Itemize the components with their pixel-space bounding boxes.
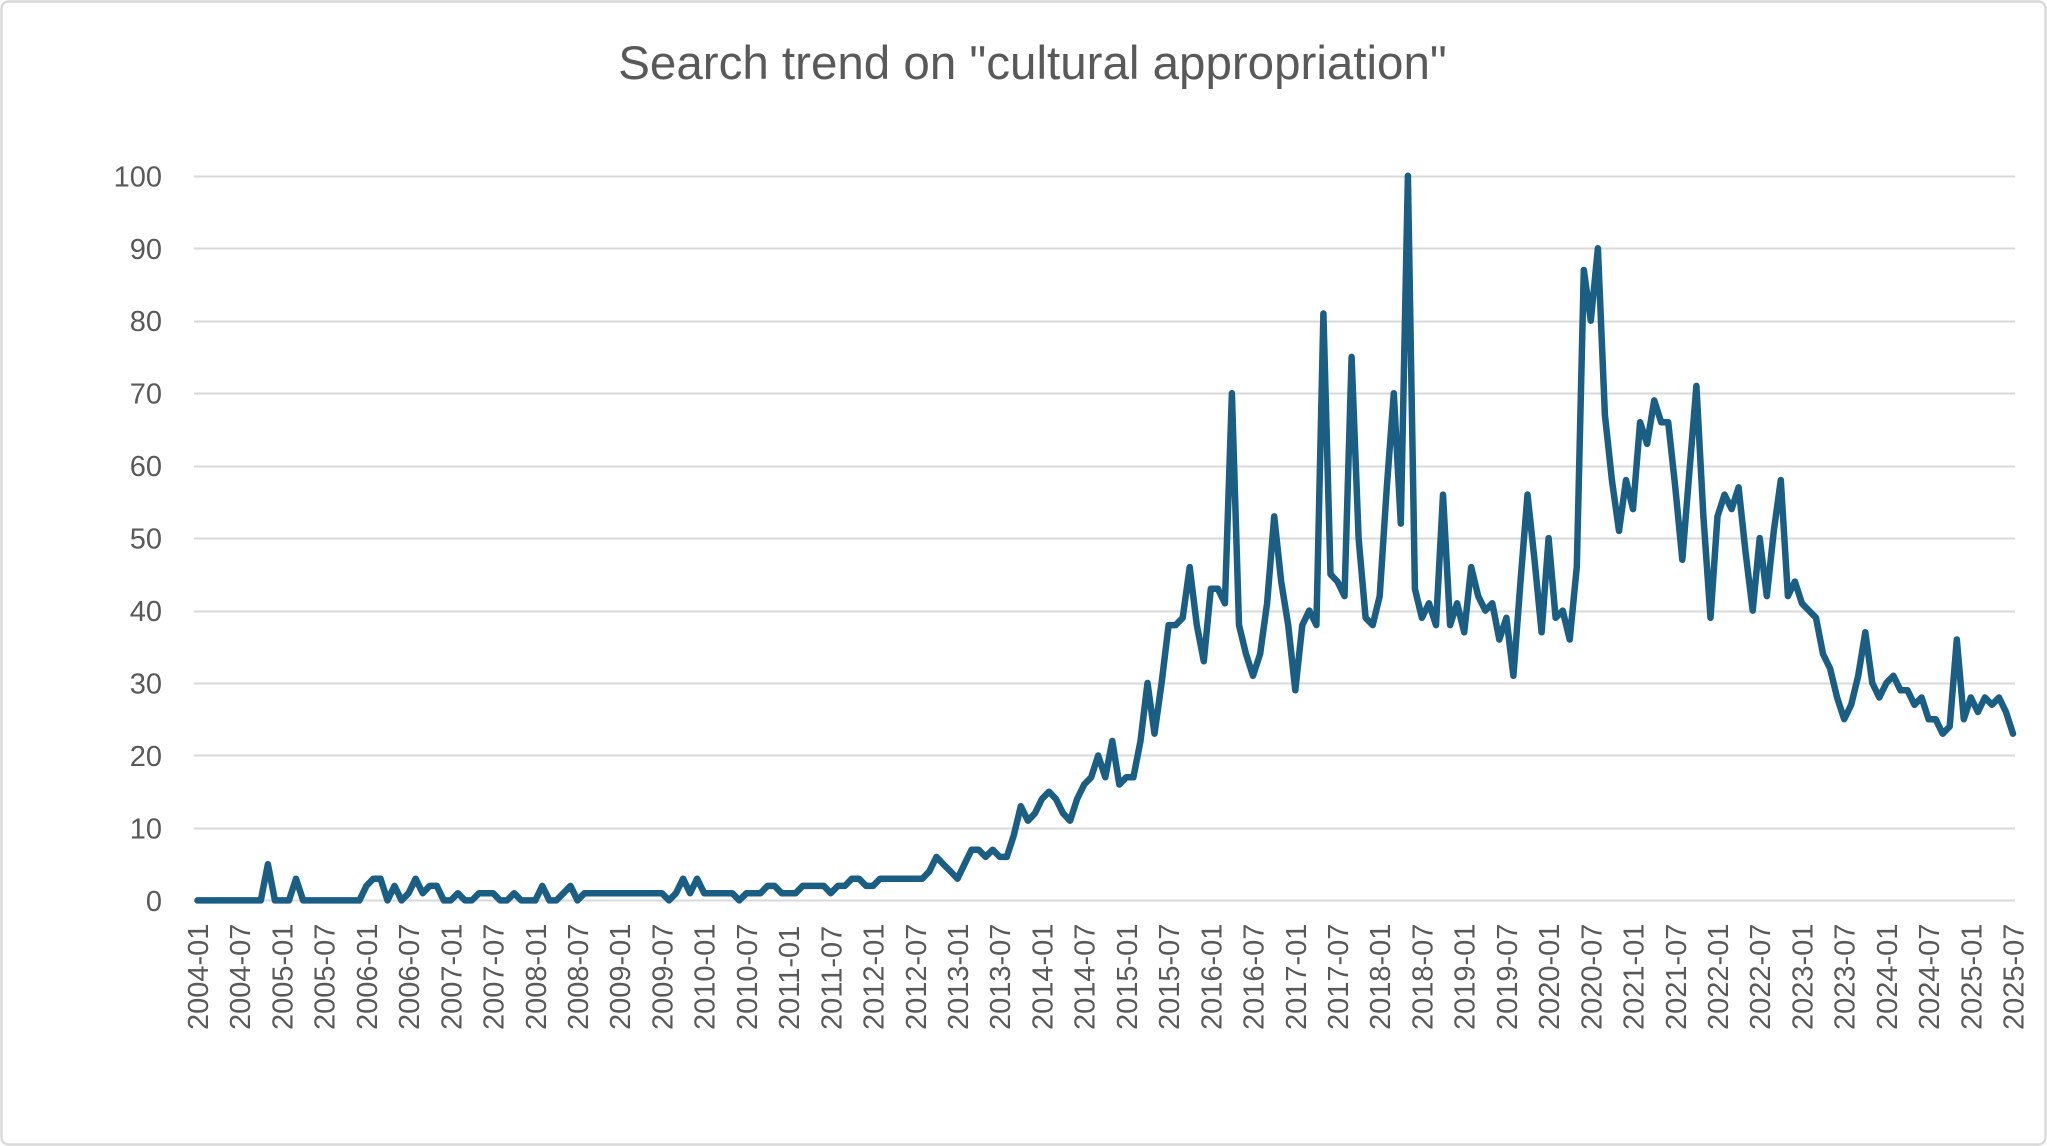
- svg-text:2012-01: 2012-01: [859, 924, 891, 1030]
- svg-text:2021-07: 2021-07: [1661, 924, 1693, 1030]
- svg-text:Search trend on "cultural appr: Search trend on "cultural appropriation": [618, 37, 1447, 90]
- svg-text:2013-01: 2013-01: [943, 924, 975, 1030]
- svg-text:50: 50: [130, 524, 162, 556]
- svg-text:70: 70: [130, 379, 162, 411]
- svg-text:2010-01: 2010-01: [690, 924, 722, 1030]
- svg-text:2020-07: 2020-07: [1576, 924, 1608, 1030]
- svg-text:2015-01: 2015-01: [1112, 924, 1144, 1030]
- svg-text:2024-07: 2024-07: [1914, 924, 1946, 1030]
- svg-text:60: 60: [130, 451, 162, 483]
- svg-text:30: 30: [130, 669, 162, 701]
- svg-text:2022-01: 2022-01: [1703, 924, 1735, 1030]
- svg-text:10: 10: [130, 813, 162, 845]
- svg-text:2015-07: 2015-07: [1154, 924, 1186, 1030]
- svg-text:2005-01: 2005-01: [267, 924, 299, 1030]
- svg-text:0: 0: [146, 886, 162, 918]
- svg-text:2022-07: 2022-07: [1745, 924, 1777, 1030]
- svg-text:2004-01: 2004-01: [183, 924, 215, 1030]
- svg-text:2014-07: 2014-07: [1070, 924, 1102, 1030]
- svg-text:2011-01: 2011-01: [774, 926, 806, 1030]
- svg-text:2023-07: 2023-07: [1830, 924, 1862, 1030]
- svg-text:90: 90: [130, 234, 162, 266]
- svg-text:2006-07: 2006-07: [394, 924, 426, 1030]
- svg-text:2025-01: 2025-01: [1956, 924, 1988, 1030]
- svg-text:2024-01: 2024-01: [1872, 924, 1904, 1030]
- svg-text:2019-01: 2019-01: [1450, 924, 1482, 1030]
- svg-text:2009-01: 2009-01: [605, 924, 637, 1030]
- svg-text:2025-07: 2025-07: [1999, 924, 2031, 1030]
- svg-text:2013-07: 2013-07: [985, 924, 1017, 1030]
- svg-text:2017-01: 2017-01: [1281, 924, 1313, 1030]
- svg-text:80: 80: [130, 306, 162, 338]
- svg-text:100: 100: [114, 161, 162, 193]
- svg-text:2011-07: 2011-07: [816, 926, 848, 1030]
- svg-text:2016-07: 2016-07: [1239, 924, 1271, 1030]
- svg-text:2004-07: 2004-07: [225, 924, 257, 1030]
- svg-text:2010-07: 2010-07: [732, 924, 764, 1030]
- svg-text:2007-01: 2007-01: [436, 924, 468, 1030]
- svg-text:2023-01: 2023-01: [1787, 924, 1819, 1030]
- svg-text:2017-07: 2017-07: [1323, 924, 1355, 1030]
- svg-text:2006-01: 2006-01: [352, 924, 384, 1030]
- svg-text:2012-07: 2012-07: [901, 924, 933, 1030]
- svg-text:40: 40: [130, 596, 162, 628]
- svg-text:2007-07: 2007-07: [479, 924, 511, 1030]
- svg-text:2008-01: 2008-01: [521, 924, 553, 1030]
- svg-text:2005-07: 2005-07: [310, 924, 342, 1030]
- svg-text:2018-01: 2018-01: [1365, 924, 1397, 1030]
- svg-text:2020-01: 2020-01: [1534, 924, 1566, 1030]
- svg-text:20: 20: [130, 741, 162, 773]
- svg-text:2014-01: 2014-01: [1027, 924, 1059, 1030]
- svg-text:2019-07: 2019-07: [1492, 924, 1524, 1030]
- svg-text:2009-07: 2009-07: [647, 924, 679, 1030]
- svg-text:2008-07: 2008-07: [563, 924, 595, 1030]
- svg-text:2018-07: 2018-07: [1407, 924, 1439, 1030]
- svg-text:2021-01: 2021-01: [1619, 924, 1651, 1030]
- svg-text:2016-01: 2016-01: [1196, 924, 1228, 1030]
